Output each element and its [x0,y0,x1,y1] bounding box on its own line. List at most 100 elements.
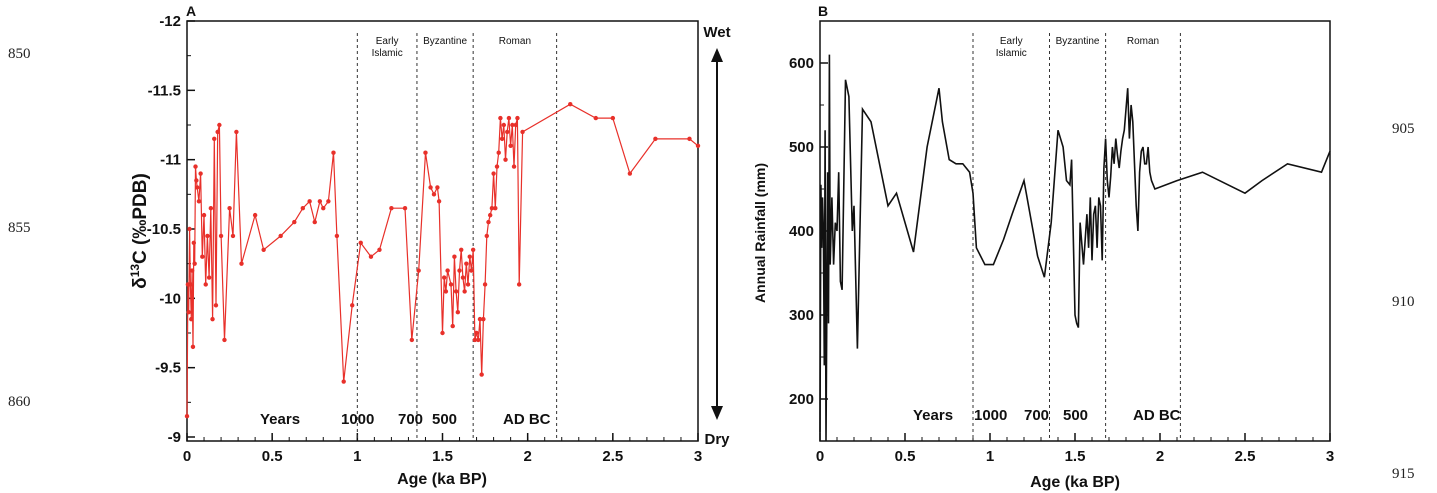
wet-arrowhead-icon [711,48,723,62]
panel-a-data-point [423,150,428,155]
panel-a-data-point [217,122,222,128]
panel-a-data-point [494,164,500,169]
panel-a-data-point [470,247,476,252]
panel-a-period-label: Early [376,36,399,47]
panel-a-data-point [334,233,340,239]
panel-a-data-point [482,282,488,287]
panel-a-data-point [350,303,355,308]
panel-a-data-point [252,212,258,218]
panel-a-data-point [506,115,512,121]
panel-a-data-point [440,330,445,336]
panel-a-era-years: Years [260,411,300,428]
panel-a-data-point [278,233,283,239]
panel-a-era-adbc: AD BC [503,411,551,428]
panel-a-data-point [389,206,394,211]
panel-b-y-axis-label: Annual Rainfall (mm) [752,163,768,303]
panel-a-y-tick-label: -11 [160,152,181,169]
panel-a-data-point [505,129,510,135]
panel-a-period-label: Roman [499,36,531,47]
dry-arrowhead-icon [711,406,723,420]
panel-b-chart: B 0 0.5 1 1.5 2 2.5 3 200 300 400 500 600 EarlyIsl… [752,3,1334,491]
panel-a-data-point [448,282,454,287]
panel-a-x-tick-label: 1.5 [432,448,453,465]
panel-b-era-500: 500 [1063,407,1088,424]
panel-b-y-tick-label: 300 [789,307,814,324]
panel-a-data-point [593,115,598,121]
panel-b-y-tick-label: 400 [789,223,814,240]
panel-b-x-tick-label: 3 [1326,448,1334,465]
panel-a-y-tick-label: -9 [168,429,181,446]
panel-b-y-tick-label: 500 [789,139,814,156]
panel-a-y-tick-label: -9.5 [155,360,181,377]
panel-a-data-point [457,268,462,273]
panel-a-data-point [486,219,491,225]
panel-a-data-point [218,233,224,239]
panel-a-data-point [198,171,203,176]
panel-a-data-point [261,247,266,252]
panel-a-data-point [568,102,573,107]
panel-b-y-tick-label: 200 [789,391,814,408]
panel-a-data-point [321,206,326,211]
panel-b-period-label: Roman [1127,36,1159,47]
panel-a-data-point [239,261,244,266]
panel-a-data-point [442,275,447,280]
panel-b-era-adbc: AD BC [1133,407,1181,424]
panel-a-data-point [205,233,210,239]
panel-a-data-point [428,185,433,190]
panel-b-era-700: 700 [1024,407,1049,424]
panel-b-era-years: Years [913,407,953,424]
panel-a-data-point [487,212,493,218]
panel-a-chart: A 0 0.5 1 1.5 2 2.5 3 -9 -9.5 -10 -10.5 -11 -11.5 -1… [128,3,731,488]
panel-a-data-point [653,136,658,142]
panel-a-data-point [368,254,374,259]
panel-a-data-point [191,240,197,246]
panel-a-data-point [210,316,215,322]
panel-a-data-point [464,261,469,266]
panel-a-data-point [472,337,478,343]
panel-a-data-point [469,268,474,273]
panel-a-y-tick-label: -12 [159,13,181,30]
panel-b-x-tick-label: 0.5 [895,448,916,465]
panel-a-data-point [436,199,442,204]
panel-a-data-point [230,233,236,239]
panel-a-data-point [515,115,520,121]
panel-a-data-point [317,199,323,204]
panel-a-data-point [484,233,489,239]
panel-a-data-point [206,275,212,280]
panel-b-x-axis-label: Age (ka BP) [1030,474,1120,491]
panel-a-data-point [477,316,483,322]
panel-a-series-line [186,103,699,417]
panel-a-era-500: 500 [432,411,457,428]
wet-label: Wet [703,24,730,41]
panel-a-data-point [190,344,196,350]
panel-a-data-point [203,282,208,287]
panel-a-data-point [491,171,496,176]
panel-b-period-label: Byzantine [1056,36,1100,47]
panel-b-x-tick-label: 1.5 [1065,448,1086,465]
panel-a-data-point [201,212,207,218]
panel-a-y-tick-label: -11.5 [148,82,181,99]
panel-a-x-tick-label: 2.5 [602,448,623,465]
panel-a-data-point [192,261,197,266]
panel-a-data-point [476,337,481,343]
panel-a-data-point [234,129,239,135]
panel-b-frame [819,20,1331,442]
panel-a-data-point [213,303,219,308]
panel-a-data-point [300,206,306,211]
line-number-left-1: 850 [8,46,31,62]
panel-a-y-tick-label: -10 [159,290,181,307]
panel-a-frame [186,20,699,442]
panel-a-data-point [377,247,382,252]
panel-b-x-tick-label: 0 [816,448,824,465]
panel-a-y-axis-label: δ13C (‰PDB) [128,173,151,289]
panel-a-data-point [455,310,461,315]
panel-a-data-point [695,143,701,148]
dry-label: Dry [704,431,730,448]
panel-a-data-point [200,254,205,259]
panel-b-period-label-line2: Islamic [996,48,1027,59]
panel-a-data-point [326,199,331,204]
line-number-left-2: 855 [8,220,31,236]
panel-a-era-700: 700 [398,411,423,428]
panel-b-y-tick-label: 600 [789,55,814,72]
panel-a-x-tick-label: 2 [523,448,531,465]
